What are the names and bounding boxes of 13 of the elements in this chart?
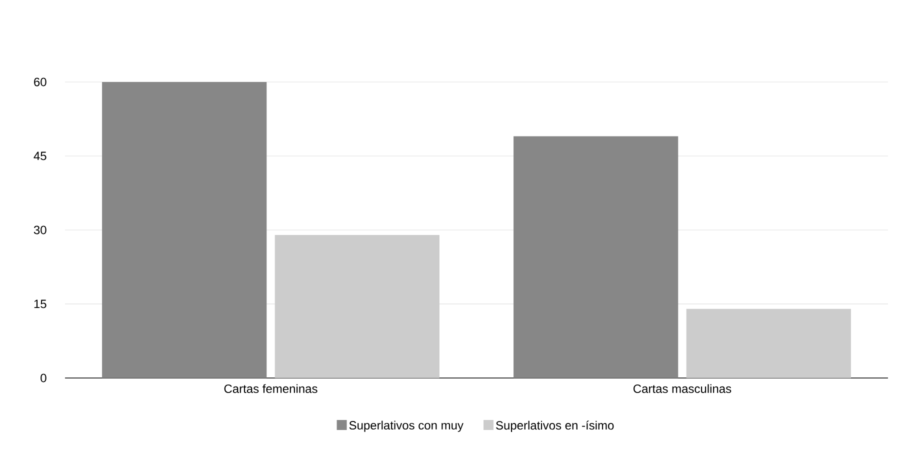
y-tick-label: 45 xyxy=(34,152,46,160)
bar xyxy=(514,136,678,378)
legend-label: Superlativos en -ísimo xyxy=(496,420,614,432)
bar xyxy=(102,82,267,378)
legend-label: Superlativos con muy xyxy=(349,420,464,432)
bar xyxy=(274,234,440,378)
y-tick-label: 15 xyxy=(34,300,46,308)
y-tick-label: 60 xyxy=(34,78,46,86)
y-tick-label: 0 xyxy=(40,374,46,382)
bar xyxy=(686,308,851,378)
x-tick-label: Cartas femeninas xyxy=(224,384,318,393)
x-tick-label: Cartas masculinas xyxy=(634,384,732,393)
y-tick-label: 30 xyxy=(34,226,46,234)
